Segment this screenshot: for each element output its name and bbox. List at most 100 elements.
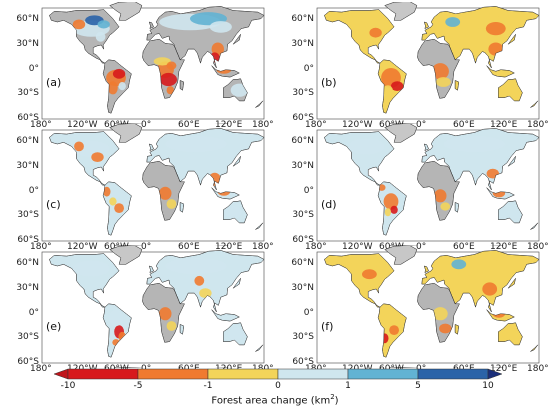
change-patch: [103, 186, 111, 197]
change-patch: [224, 205, 242, 219]
coastline: [389, 366, 504, 368]
change-patch: [72, 19, 86, 30]
coastline: [233, 278, 241, 289]
world-map: [41, 246, 265, 368]
lon-label: 120°E: [490, 364, 518, 374]
lon-label: 60°E: [178, 120, 200, 130]
change-patch: [347, 138, 385, 155]
coastline: [149, 21, 154, 29]
change-patch: [159, 186, 172, 200]
coastline: [498, 200, 523, 224]
world-map: [316, 2, 540, 124]
lat-label: 60°S: [292, 235, 314, 245]
lon-label: 120°E: [215, 242, 243, 252]
coastline: [530, 344, 538, 352]
coastline: [498, 78, 523, 102]
colorbar-title-sup: 2: [330, 393, 335, 401]
change-patch: [165, 257, 227, 275]
change-patch: [209, 21, 232, 33]
colorbar-segment: [277, 368, 349, 380]
coastline: [454, 324, 460, 335]
lon-label: 120°E: [490, 120, 518, 130]
coastline: [384, 246, 418, 265]
coastline: [377, 181, 407, 236]
change-patch: [97, 20, 110, 29]
coastline: [530, 100, 538, 108]
lat-label: 30°S: [17, 332, 39, 343]
change-patch: [166, 61, 177, 70]
lat-label: 60°N: [291, 14, 314, 25]
lat-label: 60°N: [291, 136, 314, 147]
coastline: [389, 122, 504, 124]
panel-label: (a): [46, 76, 62, 89]
lat-label: 60°N: [16, 258, 39, 269]
change-patch: [389, 325, 399, 335]
lon-label: 180°: [30, 120, 52, 130]
colorbar: -10 -5 -1 0 1 5 10 Forest area change (km2): [0, 366, 550, 413]
colorbar-over-arrow: [487, 368, 503, 380]
lat-label: 0°: [28, 307, 39, 318]
change-patch: [95, 31, 106, 42]
change-patch: [194, 275, 205, 286]
coastline: [384, 2, 418, 21]
coastline: [324, 9, 395, 64]
lat-label: 30°S: [17, 88, 39, 99]
lon-label: 180°: [527, 364, 549, 374]
map-panel: 60°N30°N0°30°S60°S180°120°W60°W0°60°E120…: [0, 124, 274, 252]
lat-label: 60°N: [291, 258, 314, 269]
change-patch: [108, 81, 118, 95]
coastline: [179, 202, 185, 213]
change-patch: [199, 288, 212, 298]
coastline: [454, 202, 460, 213]
coastline: [508, 278, 516, 289]
change-patch: [91, 152, 104, 162]
change-patch: [165, 135, 227, 153]
lat-label: 30°N: [291, 39, 314, 49]
coastline: [486, 187, 515, 200]
coastline: [530, 222, 538, 230]
colorbar-tick-label: -1: [203, 381, 213, 391]
colorbar-segment: [137, 368, 209, 380]
coastline: [424, 265, 429, 273]
map-panel: 60°N30°N0°30°S60°S180°120°W60°W0°60°E120…: [275, 246, 549, 374]
coastline: [114, 122, 229, 124]
map-panel: 60°N30°N0°30°S60°S180°120°W60°W0°60°E120…: [0, 246, 274, 374]
change-patch: [166, 86, 174, 95]
map-panel: 60°N30°N0°30°S60°S180°120°W60°W0°60°E120…: [0, 2, 274, 130]
change-patch: [434, 189, 447, 203]
coastline: [498, 322, 523, 346]
coastline: [255, 222, 263, 230]
lat-label: 60°N: [16, 14, 39, 25]
coastline: [486, 65, 515, 78]
change-patch: [436, 77, 451, 87]
lon-label: 120°W: [67, 242, 98, 252]
coastline: [49, 131, 120, 186]
change-patch: [159, 72, 177, 87]
lat-label: 60°S: [17, 357, 39, 367]
coastline: [142, 282, 185, 343]
change-patch: [384, 208, 391, 217]
lon-label: 0°: [141, 120, 152, 130]
coastline: [49, 9, 120, 64]
coastline: [417, 38, 460, 99]
coastline: [324, 253, 395, 308]
coastline: [142, 160, 185, 221]
coastline: [102, 59, 132, 114]
lon-label: 120°E: [490, 242, 518, 252]
lat-label: 30°N: [16, 161, 39, 171]
coastline: [211, 187, 240, 200]
lon-label: 180°: [527, 242, 549, 252]
coastline: [223, 78, 248, 102]
lat-label: 0°: [303, 307, 314, 318]
change-patch: [391, 81, 404, 91]
lon-label: 120°E: [215, 120, 243, 130]
lat-label: 30°N: [291, 283, 314, 293]
colorbar-segment: [347, 368, 419, 380]
coastline: [49, 253, 120, 308]
lon-label: 180°: [30, 364, 52, 374]
change-patch: [383, 85, 393, 96]
lat-label: 30°S: [292, 210, 314, 221]
change-patch: [72, 260, 110, 277]
coastline: [324, 131, 395, 186]
lon-label: 60°E: [453, 242, 475, 252]
